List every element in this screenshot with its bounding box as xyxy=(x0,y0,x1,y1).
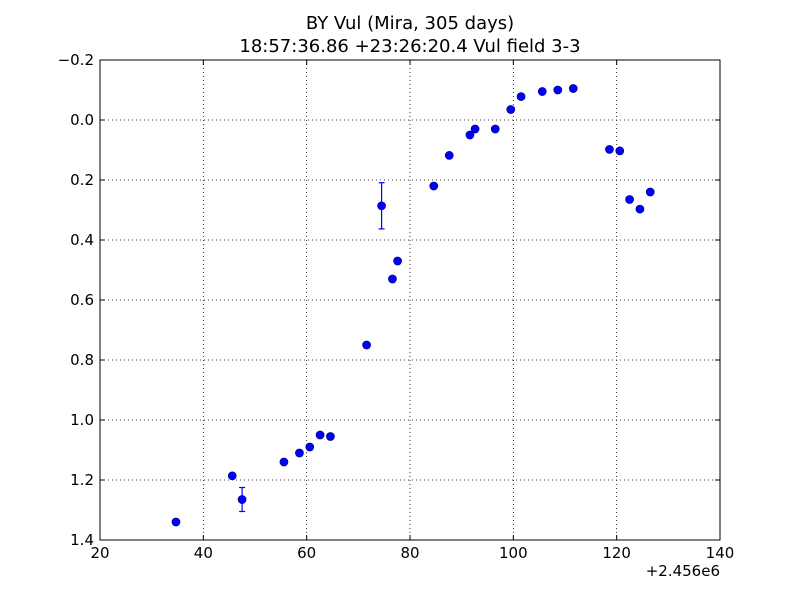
y-tick-label: 0.0 xyxy=(70,111,94,129)
data-point xyxy=(553,85,563,95)
data-point xyxy=(645,187,655,197)
data-point xyxy=(429,181,439,191)
x-tick-label: 100 xyxy=(499,544,528,562)
data-point xyxy=(490,124,500,134)
x-tick-label: 80 xyxy=(400,544,419,562)
data-point xyxy=(516,92,526,101)
data-point xyxy=(615,146,625,156)
x-tick-label: 20 xyxy=(90,544,109,562)
data-point xyxy=(237,495,247,504)
tick-labels: 20 40 60 80 100 120 140 −0.2 0.0 0.2 0.4 0.6 0.8 1.0 1… xyxy=(58,51,735,562)
grid xyxy=(100,60,720,540)
data-point xyxy=(326,432,335,441)
x-tick-label: 40 xyxy=(194,544,213,562)
data-point xyxy=(465,130,475,140)
data-point xyxy=(537,87,547,96)
error-bars xyxy=(239,182,385,513)
y-tick-label: 1.0 xyxy=(70,411,94,429)
data-point xyxy=(568,84,578,93)
data-point xyxy=(315,430,325,440)
y-tick-label: 1.2 xyxy=(70,471,94,489)
x-tick-label: 60 xyxy=(297,544,316,562)
data-point xyxy=(377,201,386,211)
chart-subtitle: 18:57:36.86 +23:26:20.4 Vul field 3-3 xyxy=(239,36,580,57)
y-tick-label: 0.2 xyxy=(70,171,94,189)
data-point xyxy=(393,256,402,266)
y-tick-label: 1.4 xyxy=(70,531,94,549)
x-tick-label: 120 xyxy=(602,544,631,562)
chart-title: BY Vul (Mira, 305 days) xyxy=(306,13,514,34)
data-point xyxy=(625,195,634,204)
data-point xyxy=(388,274,397,284)
data-point xyxy=(470,124,480,134)
y-tick-label: 0.6 xyxy=(70,291,94,309)
data-point xyxy=(279,457,289,467)
data-point xyxy=(635,204,645,214)
data-point xyxy=(506,105,516,114)
y-tick-label: 0.8 xyxy=(70,351,94,369)
x-tick-label: 140 xyxy=(706,544,735,562)
x-axis-offset-label: +2.456e6 xyxy=(646,562,720,580)
data-point xyxy=(171,517,181,527)
axis-ticks xyxy=(99,59,721,541)
data-point xyxy=(295,448,304,458)
data-point xyxy=(605,145,614,154)
data-point xyxy=(305,442,315,452)
data-points xyxy=(171,84,655,527)
y-tick-label: −0.2 xyxy=(58,51,94,69)
data-point xyxy=(227,471,237,481)
data-point xyxy=(444,151,454,160)
y-tick-label: 0.4 xyxy=(70,231,94,249)
data-point xyxy=(362,340,371,350)
